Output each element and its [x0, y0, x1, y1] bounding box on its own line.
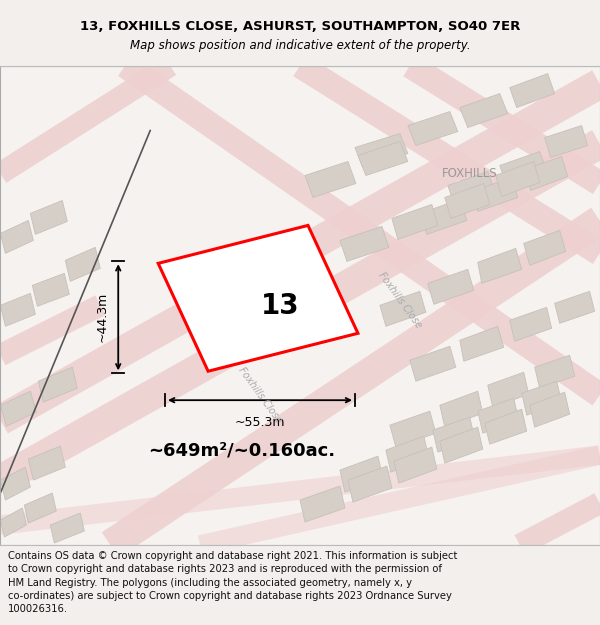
Polygon shape: [428, 269, 474, 304]
Polygon shape: [50, 513, 84, 543]
Polygon shape: [1, 221, 34, 253]
Polygon shape: [545, 126, 587, 158]
Polygon shape: [1, 508, 26, 537]
Polygon shape: [390, 411, 436, 447]
Polygon shape: [410, 346, 456, 381]
Polygon shape: [440, 427, 483, 463]
Polygon shape: [500, 151, 547, 186]
Polygon shape: [300, 486, 345, 522]
Polygon shape: [510, 308, 551, 341]
Text: Foxhills Close: Foxhills Close: [236, 365, 284, 425]
Polygon shape: [485, 409, 527, 444]
Polygon shape: [408, 112, 458, 146]
Polygon shape: [478, 398, 519, 433]
Polygon shape: [478, 248, 522, 283]
Polygon shape: [1, 467, 31, 500]
Polygon shape: [28, 446, 65, 480]
Text: Contains OS data © Crown copyright and database right 2021. This information is : Contains OS data © Crown copyright and d…: [8, 551, 457, 614]
Polygon shape: [510, 74, 554, 108]
Text: ~44.3m: ~44.3m: [95, 292, 108, 342]
Text: ~55.3m: ~55.3m: [235, 416, 286, 429]
Polygon shape: [433, 417, 475, 452]
Polygon shape: [440, 391, 483, 427]
Polygon shape: [38, 368, 77, 402]
Polygon shape: [535, 355, 575, 388]
Polygon shape: [158, 226, 358, 371]
Polygon shape: [496, 161, 539, 196]
Polygon shape: [1, 293, 35, 326]
Polygon shape: [25, 493, 56, 523]
Polygon shape: [358, 141, 408, 176]
Polygon shape: [348, 466, 392, 502]
Polygon shape: [488, 372, 529, 407]
Polygon shape: [530, 392, 569, 427]
Polygon shape: [380, 291, 426, 326]
Polygon shape: [340, 456, 383, 492]
Polygon shape: [525, 156, 568, 191]
Polygon shape: [522, 381, 562, 415]
Polygon shape: [460, 326, 504, 361]
Text: Map shows position and indicative extent of the property.: Map shows position and indicative extent…: [130, 39, 470, 51]
Polygon shape: [386, 436, 429, 472]
Polygon shape: [31, 201, 67, 234]
Polygon shape: [392, 204, 438, 239]
Text: FOXHILLS: FOXHILLS: [442, 167, 497, 180]
Text: ~649m²/~0.160ac.: ~649m²/~0.160ac.: [148, 441, 335, 459]
Polygon shape: [420, 199, 467, 234]
Polygon shape: [1, 391, 37, 426]
Polygon shape: [65, 248, 100, 281]
Polygon shape: [472, 177, 518, 211]
Text: 13: 13: [261, 292, 299, 320]
Polygon shape: [554, 291, 595, 323]
Polygon shape: [355, 134, 408, 168]
Polygon shape: [448, 171, 495, 206]
Polygon shape: [340, 226, 389, 261]
Text: 13, FOXHILLS CLOSE, ASHURST, SOUTHAMPTON, SO40 7ER: 13, FOXHILLS CLOSE, ASHURST, SOUTHAMPTON…: [80, 21, 520, 33]
Polygon shape: [460, 94, 508, 128]
Polygon shape: [445, 184, 490, 218]
Polygon shape: [32, 273, 70, 306]
Polygon shape: [394, 447, 437, 483]
Text: Foxhills Close: Foxhills Close: [376, 271, 424, 330]
Polygon shape: [524, 231, 566, 266]
Polygon shape: [305, 161, 356, 198]
